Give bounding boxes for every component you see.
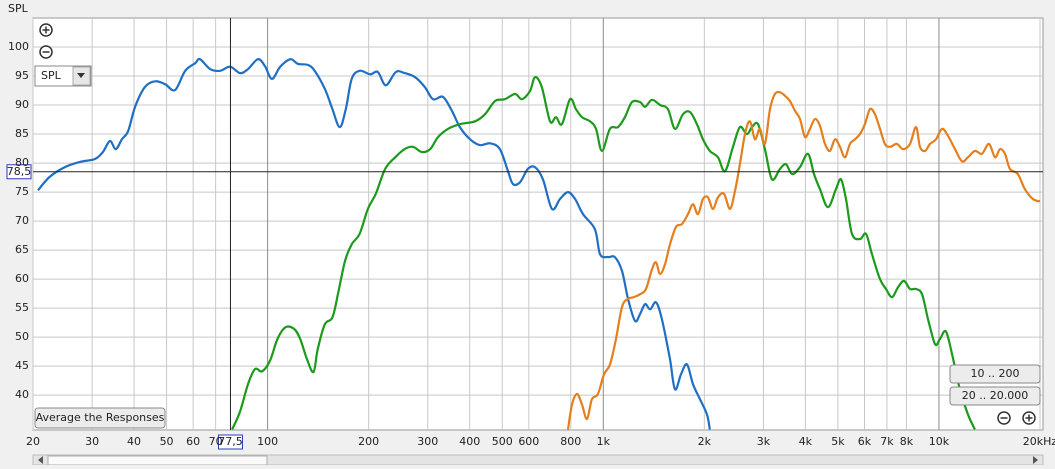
range-button-text: 20 .. 20.000: [962, 389, 1028, 402]
y-tick-label: 80: [15, 156, 29, 169]
y-selector[interactable]: SPL: [34, 65, 92, 87]
cursor: 78,5 77,5: [6, 18, 1043, 450]
y-tick-label: 65: [15, 243, 29, 256]
x-tick-label: 5k: [831, 435, 845, 448]
x-tick-label: 7k: [880, 435, 894, 448]
response-curve: [566, 90, 1041, 430]
y-tick-label: 85: [15, 127, 29, 140]
cursor-x-label: 77,5: [218, 435, 243, 448]
average-button[interactable]: Average the Responses: [34, 407, 166, 429]
y-tick-label: 70: [15, 214, 29, 227]
x-tick-label: 60: [186, 435, 200, 448]
zoom-out-horizontal[interactable]: [997, 411, 1011, 425]
y-axis-label: SPL: [8, 2, 29, 15]
zoom-in-vertical[interactable]: [39, 23, 53, 37]
range-button[interactable]: 10 .. 200: [949, 364, 1041, 384]
y-tick-label: 75: [15, 185, 29, 198]
average-button-text: Average the Responses: [36, 411, 165, 424]
y-tick-label: 50: [15, 330, 29, 343]
plot-area: [32, 17, 1044, 431]
x-tick-label: 30: [85, 435, 99, 448]
x-tick-label: 3k: [757, 435, 771, 448]
range-button-text: 10 .. 200: [971, 367, 1020, 380]
zoom-out-vertical[interactable]: [39, 45, 53, 59]
cursor-label-box: [6, 164, 32, 180]
response-curve: [231, 76, 976, 430]
x-tick-label: 1k: [597, 435, 611, 448]
x-tick-label: 20: [26, 435, 40, 448]
y-tick-label: 90: [15, 98, 29, 111]
x-tick-label: 400: [459, 435, 480, 448]
x-tick-label: 40: [127, 435, 141, 448]
x-tick-label: 10k: [929, 435, 950, 448]
cursor-label-box: [217, 434, 243, 450]
range-button[interactable]: 20 .. 20.000: [949, 386, 1041, 406]
y-tick-label: 100: [8, 40, 29, 53]
x-tick-label: 70: [209, 435, 223, 448]
x-tick-label: 600: [518, 435, 539, 448]
y-selector-text: SPL: [41, 69, 62, 82]
x-tick-label: 300: [417, 435, 438, 448]
x-tick-label: 100: [257, 435, 278, 448]
x-tick-label: 500: [492, 435, 513, 448]
grid: [32, 18, 1043, 430]
scrollbar[interactable]: [32, 454, 1044, 466]
y-tick-label: 95: [15, 69, 29, 82]
response-curve: [37, 57, 711, 430]
x-tick-label: 6k: [858, 435, 872, 448]
y-tick-label: 60: [15, 272, 29, 285]
x-tick-label: 200: [358, 435, 379, 448]
y-tick-label: 45: [15, 359, 29, 372]
curves: [37, 57, 1041, 430]
zoom-in-horizontal[interactable]: [1022, 411, 1036, 425]
y-tick-label: 55: [15, 301, 29, 314]
x-tick-label: 50: [160, 435, 174, 448]
x-tick-label: 800: [560, 435, 581, 448]
cursor-y-label: 78,5: [7, 165, 32, 178]
x-tick-label: 20kHz: [1023, 435, 1055, 448]
x-tick-label: 8k: [900, 435, 914, 448]
y-tick-label: 40: [15, 388, 29, 401]
x-tick-label: 4k: [799, 435, 813, 448]
x-tick-label: 2k: [698, 435, 712, 448]
